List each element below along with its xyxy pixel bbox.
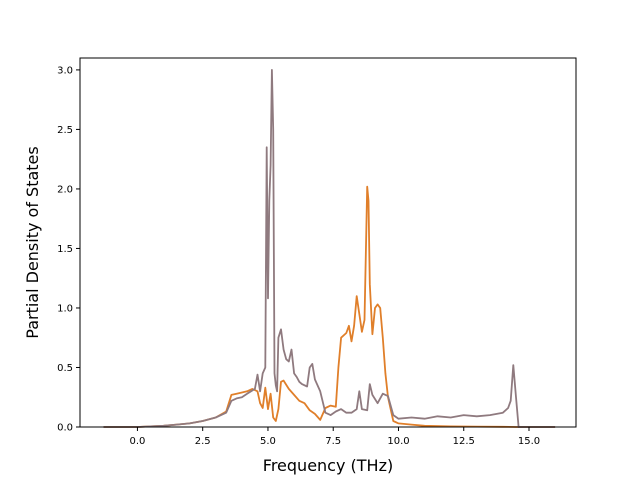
series-layer: [103, 69, 556, 428]
y-tick-label: 3.0: [57, 65, 73, 76]
y-tick-label: 2.0: [57, 184, 73, 195]
y-tick-label: 1.5: [57, 244, 73, 255]
y-ticks: 0.0 0.5 1.0 1.5 2.0 2.5 3.0: [57, 65, 80, 434]
x-axis-title: Frequency (THz): [263, 456, 393, 475]
x-tick-label: 12.5: [453, 436, 475, 447]
plot-frame: [79, 57, 577, 428]
x-tick-label: 10.0: [387, 436, 409, 447]
x-tick-label: 2.5: [195, 436, 211, 447]
y-axis-title: Partial Density of States: [23, 146, 42, 338]
y-tick-label: 0.0: [57, 423, 73, 434]
series-line-2: [103, 69, 556, 428]
x-ticks: 0.0 2.5 5.0 7.5 10.0 12.5 15.0: [129, 427, 540, 447]
y-tick-label: 2.5: [57, 125, 73, 136]
series-line-1: [103, 185, 556, 428]
x-tick-label: 15.0: [518, 436, 540, 447]
x-tick-label: 7.5: [325, 436, 341, 447]
x-tick-label: 0.0: [129, 436, 145, 447]
y-tick-label: 1.0: [57, 303, 73, 314]
y-tick-label: 0.5: [57, 363, 73, 374]
x-tick-label: 5.0: [260, 436, 276, 447]
